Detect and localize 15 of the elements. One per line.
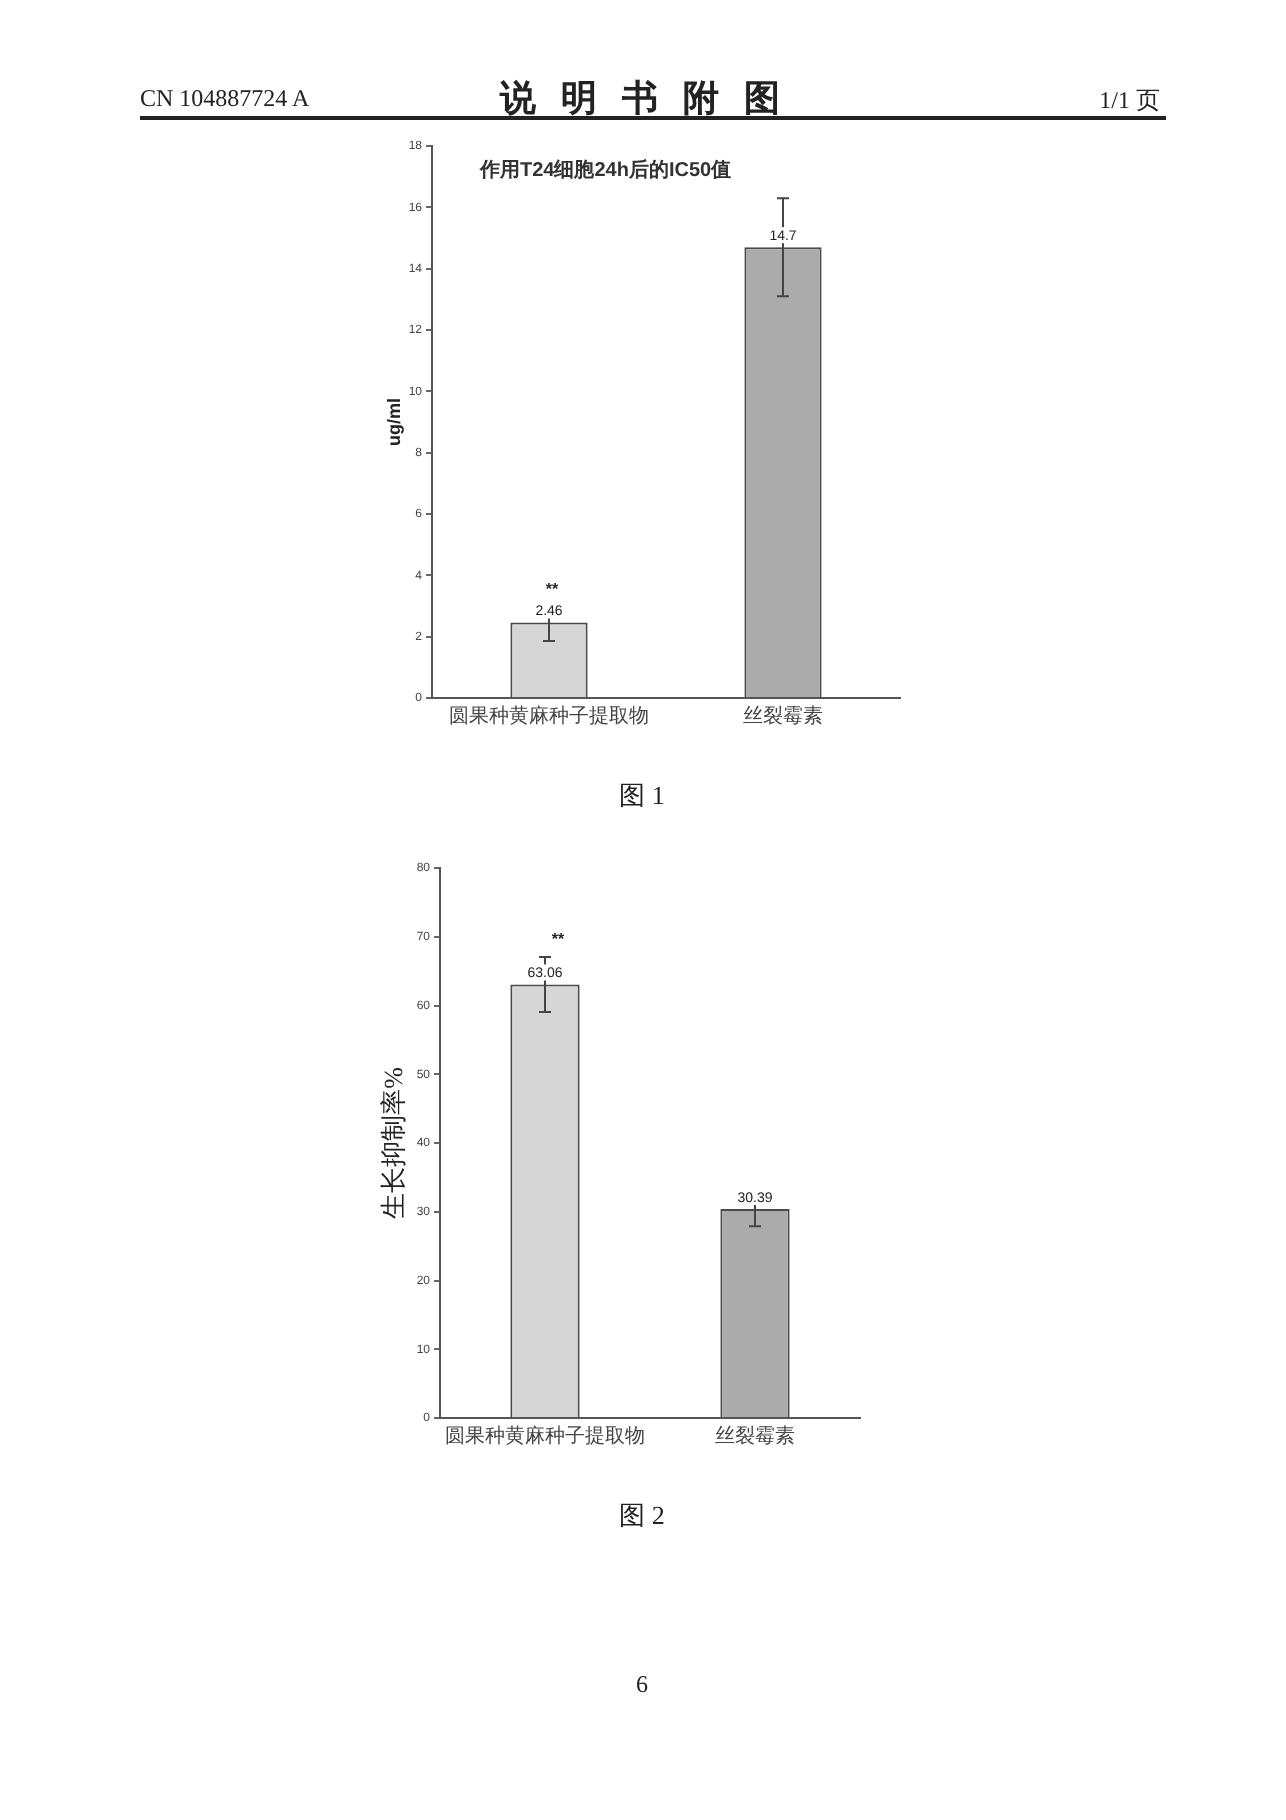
- annotation: **: [551, 930, 565, 948]
- x-tick-label: 圆果种黄麻种子提取物: [445, 1423, 645, 1448]
- y-axis-title: 生长抑制率%: [378, 1066, 409, 1219]
- text: 6: [636, 1670, 648, 1700]
- x-tick-label: 圆果种黄麻种子提取物: [449, 703, 649, 728]
- x-tick-label: 丝裂霉素: [743, 703, 823, 728]
- caption: 图 1: [619, 778, 665, 814]
- text: 作用T24细胞24h后的IC50值: [478, 157, 732, 182]
- caption: 图 2: [619, 1498, 665, 1534]
- y-axis-title: ug/ml: [383, 398, 404, 446]
- annotation: **: [545, 580, 559, 598]
- text: 说 明 书 附 图: [500, 76, 788, 122]
- text: 1/1 页: [1099, 84, 1160, 118]
- x-tick-label: 丝裂霉素: [715, 1423, 795, 1448]
- text: CN 104887724 A: [140, 84, 310, 114]
